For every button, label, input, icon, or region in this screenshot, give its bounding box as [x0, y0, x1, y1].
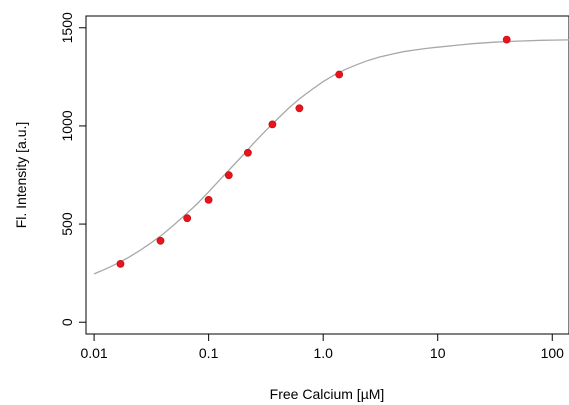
x-tick-label: 100 — [541, 345, 565, 361]
plot-frame — [85, 15, 569, 335]
y-axis: 0 500 1000 1500 — [59, 12, 87, 326]
x-tick-label: 1.0 — [313, 345, 333, 361]
y-tick-label: 0 — [59, 318, 75, 326]
y-axis-title: Fl. Intensity [a.u.] — [13, 122, 29, 229]
x-axis: 0.01 0.1 1.0 10 100 — [80, 333, 565, 361]
data-point — [502, 35, 511, 44]
data-point — [295, 104, 304, 113]
x-axis-title: Free Calcium [µM] — [270, 386, 385, 402]
data-point — [116, 259, 125, 268]
y-tick-label: 500 — [59, 212, 75, 236]
x-tick-label: 10 — [430, 345, 446, 361]
data-point — [156, 236, 165, 245]
data-points — [116, 35, 511, 268]
data-point — [335, 70, 344, 79]
data-point — [183, 214, 192, 223]
x-tick-label: 0.01 — [80, 345, 107, 361]
data-point — [204, 195, 213, 204]
data-point — [224, 171, 233, 180]
data-point — [268, 120, 277, 129]
x-tick-label: 0.1 — [199, 345, 219, 361]
fit-curve — [93, 39, 569, 275]
y-tick-label: 1000 — [59, 110, 75, 141]
y-tick-label: 1500 — [59, 12, 75, 43]
data-point — [243, 148, 252, 157]
